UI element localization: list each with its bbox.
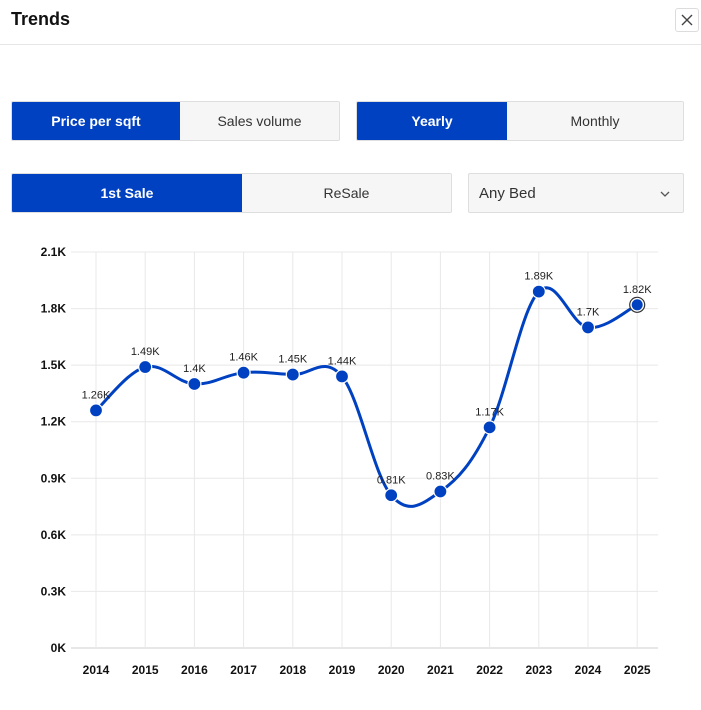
x-tick-label: 2023: [525, 663, 552, 677]
x-tick-label: 2018: [279, 663, 306, 677]
data-label: 0.83K: [426, 470, 455, 482]
sale-type-toggle: 1st Sale ReSale: [11, 173, 452, 213]
y-tick-label: 1.5K: [41, 358, 67, 372]
modal-title: Trends: [11, 9, 71, 29]
sales-volume-tab[interactable]: Sales volume: [179, 102, 339, 140]
data-label: 1.7K: [577, 306, 600, 318]
y-tick-label: 2.1K: [41, 245, 67, 259]
data-point[interactable]: [433, 484, 448, 499]
modal-header: Trends: [0, 0, 701, 45]
data-point[interactable]: [236, 365, 251, 380]
x-tick-label: 2014: [83, 663, 110, 677]
data-label: 1.45K: [278, 354, 307, 366]
data-label: 1.82K: [623, 284, 652, 296]
data-label: 1.89K: [524, 271, 553, 283]
close-icon: [681, 14, 693, 26]
data-label: 1.49K: [131, 346, 160, 358]
data-point[interactable]: [334, 369, 350, 384]
monthly-tab[interactable]: Monthly: [507, 102, 683, 140]
data-point[interactable]: [384, 488, 399, 503]
yearly-tab[interactable]: Yearly: [357, 102, 508, 140]
resale-tab[interactable]: ReSale: [241, 174, 451, 212]
series-line: [94, 286, 639, 508]
y-tick-label: 0.9K: [41, 471, 67, 485]
data-point[interactable]: [187, 376, 202, 392]
data-label: 1.44K: [328, 355, 357, 367]
chevron-down-icon: [660, 191, 670, 197]
metric-toggle: Price per sqft Sales volume: [11, 101, 340, 141]
close-button[interactable]: [675, 8, 699, 32]
data-point[interactable]: [531, 284, 546, 299]
y-tick-label: 0.3K: [41, 584, 67, 598]
bedroom-select[interactable]: Any Bed: [468, 173, 684, 213]
x-tick-label: 2016: [181, 663, 208, 677]
first-sale-tab[interactable]: 1st Sale: [12, 174, 242, 212]
x-tick-label: 2024: [575, 663, 602, 677]
x-tick-label: 2017: [230, 663, 257, 677]
data-point[interactable]: [580, 320, 596, 335]
data-point[interactable]: [482, 420, 497, 435]
data-label: 0.81K: [377, 474, 406, 486]
y-tick-label: 0K: [51, 641, 67, 655]
x-tick-label: 2021: [427, 663, 454, 677]
price-per-sqft-tab[interactable]: Price per sqft: [12, 102, 180, 140]
y-tick-label: 1.2K: [41, 415, 67, 429]
x-tick-label: 2022: [476, 663, 503, 677]
x-tick-label: 2025: [624, 663, 651, 677]
period-toggle: Yearly Monthly: [356, 101, 684, 141]
y-tick-label: 0.6K: [41, 528, 67, 542]
data-label: 1.46K: [229, 352, 258, 364]
data-label: 1.4K: [183, 363, 206, 375]
x-tick-label: 2020: [378, 663, 405, 677]
data-point[interactable]: [138, 359, 153, 375]
data-label: 1.26K: [82, 389, 111, 401]
data-point[interactable]: [88, 403, 104, 418]
data-point[interactable]: [285, 367, 300, 382]
price-trend-chart: 0K 0.3K 0.6K 0.9K 1.2K 1.5K 1.8K 2.1K 2014 2015 2…: [41, 245, 658, 677]
x-tick-label: 2019: [329, 663, 356, 677]
data-label: 1.17K: [475, 406, 504, 418]
y-tick-label: 1.8K: [41, 302, 67, 316]
x-tick-label: 2015: [132, 663, 159, 677]
bedroom-select-value: Any Bed: [479, 184, 536, 202]
data-point[interactable]: [631, 299, 643, 311]
